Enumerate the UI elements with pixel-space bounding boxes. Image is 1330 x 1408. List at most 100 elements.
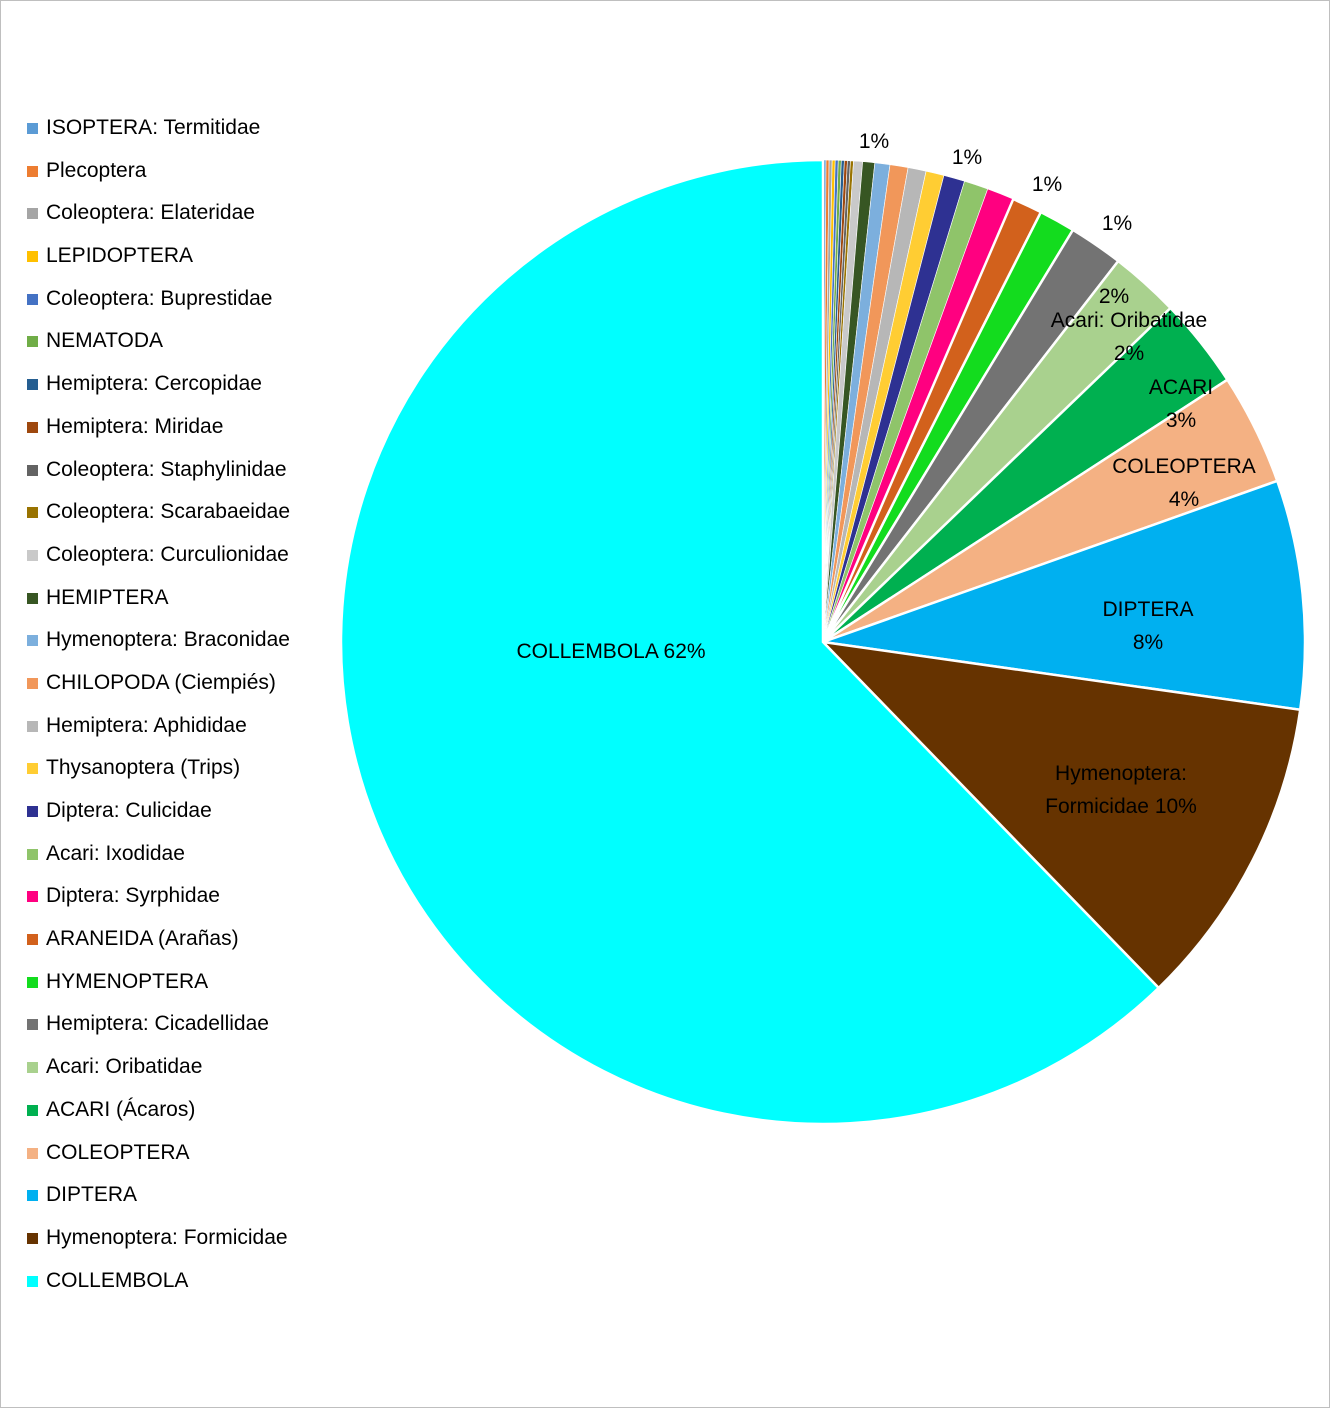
legend-item: Hemiptera: Cicadellidae bbox=[27, 1003, 327, 1046]
legend-label: Coleoptera: Staphylinidae bbox=[46, 457, 287, 481]
legend-swatch bbox=[27, 507, 38, 519]
legend-swatch bbox=[27, 293, 38, 305]
legend-label: LEPIDOPTERA bbox=[46, 244, 194, 268]
legend-item: Hymenoptera: Braconidae bbox=[27, 619, 327, 662]
legend-swatch bbox=[27, 1062, 38, 1074]
legend-label: Hemiptera: Miridae bbox=[46, 414, 224, 438]
legend-swatch bbox=[27, 976, 38, 988]
legend-swatch bbox=[27, 806, 38, 817]
legend-item: Coleoptera: Curculionidae bbox=[27, 534, 327, 577]
legend-swatch bbox=[27, 1275, 38, 1287]
legend-swatch bbox=[27, 251, 38, 263]
legend-swatch bbox=[27, 464, 38, 476]
slice-data-label: DIPTERA 8% bbox=[1102, 598, 1193, 654]
legend-swatch bbox=[27, 1190, 38, 1202]
legend-label: Diptera: Culicidae bbox=[46, 799, 212, 822]
legend-label: ISOPTERA: Termitidae bbox=[46, 116, 261, 139]
slice-data-label: Hymenoptera: Formicidae 10% bbox=[1045, 762, 1197, 818]
legend-item: Coleoptera: Scarabaeidae bbox=[27, 491, 327, 534]
legend-swatch bbox=[27, 1019, 38, 1031]
legend-swatch bbox=[27, 549, 38, 561]
legend-label: CHILOPODA (Ciempiés) bbox=[46, 670, 276, 694]
legend-swatch bbox=[27, 934, 38, 946]
legend-label: Hemiptera: Cicadellidae bbox=[46, 1012, 269, 1036]
legend-label: ARANEIDA (Arañas) bbox=[46, 927, 239, 951]
legend: ISOPTERA: Termitidae Plecoptera Coleoptera… bbox=[27, 107, 327, 1302]
legend-label: Coleoptera: Curculionidae bbox=[46, 542, 289, 566]
legend-item: Coleoptera: Staphylinidae bbox=[27, 449, 327, 492]
legend-item: HEMIPTERA bbox=[27, 577, 327, 620]
slice-data-label: 1% bbox=[1102, 212, 1132, 235]
legend-swatch bbox=[27, 763, 38, 775]
legend-label: HYMENOPTERA bbox=[46, 969, 209, 993]
legend-item: HYMENOPTERA bbox=[27, 961, 327, 1004]
legend-item: NEMATODA bbox=[27, 320, 327, 363]
legend-label: Hemiptera: Cercopidae bbox=[46, 372, 262, 396]
legend-item: DIPTERA bbox=[27, 1174, 327, 1217]
legend-label: Diptera: Syrphidae bbox=[46, 884, 220, 908]
legend-swatch bbox=[27, 720, 38, 732]
legend-label: HEMIPTERA bbox=[46, 585, 169, 609]
slice-data-label: COLLEMBOLA 62% bbox=[516, 640, 705, 663]
legend-item: CHILOPODA (Ciempiés) bbox=[27, 662, 327, 705]
legend-item: Diptera: Culicidae bbox=[27, 790, 327, 833]
legend-swatch bbox=[27, 848, 38, 860]
legend-swatch bbox=[27, 1104, 38, 1116]
legend-swatch bbox=[27, 1147, 38, 1159]
legend-item: COLEOPTERA bbox=[27, 1132, 327, 1175]
legend-item: Plecoptera bbox=[27, 150, 327, 193]
legend-label: Coleoptera: Buprestidae bbox=[46, 286, 273, 310]
legend-label: NEMATODA bbox=[46, 329, 164, 353]
slice-data-label: 1% bbox=[1032, 173, 1062, 196]
legend-item: ACARI (Ácaros) bbox=[27, 1089, 327, 1132]
legend-item: Coleoptera: Elateridae bbox=[27, 192, 327, 235]
legend-item: Hemiptera: Aphididae bbox=[27, 705, 327, 748]
legend-item: Diptera: Syrphidae bbox=[27, 875, 327, 918]
legend-label: Hymenoptera: Braconidae bbox=[46, 628, 290, 652]
pie-slice bbox=[819, 640, 1302, 990]
legend-item: Acari: Ixodidae bbox=[27, 833, 327, 876]
legend-item: LEPIDOPTERA bbox=[27, 235, 327, 278]
legend-label: COLEOPTERA bbox=[46, 1140, 190, 1164]
legend-item: Hemiptera: Cercopidae bbox=[27, 363, 327, 406]
pie-slice bbox=[822, 479, 1307, 712]
legend-label: DIPTERA bbox=[46, 1183, 138, 1207]
legend-swatch bbox=[27, 123, 38, 134]
legend-swatch bbox=[27, 208, 38, 220]
pie-slice bbox=[339, 158, 1161, 1126]
slice-data-label: COLEOPTERA 4% bbox=[1112, 455, 1256, 511]
slice-data-label: Acari: Oribatidae 2% bbox=[1051, 309, 1207, 365]
legend-label: Plecoptera bbox=[46, 158, 147, 182]
legend-item: Hymenoptera: Formicidae bbox=[27, 1217, 327, 1260]
legend-label: Thysanoptera (Trips) bbox=[46, 756, 241, 780]
legend-item: ARANEIDA (Arañas) bbox=[27, 918, 327, 961]
legend-swatch bbox=[27, 677, 38, 689]
legend-swatch bbox=[27, 421, 38, 433]
slice-data-label: 1% bbox=[952, 146, 982, 169]
legend-item: Thysanoptera (Trips) bbox=[27, 747, 327, 790]
legend-label: Coleoptera: Scarabaeidae bbox=[46, 500, 291, 524]
legend-label: ACARI (Ácaros) bbox=[46, 1097, 196, 1121]
legend-label: Acari: Oribatidae bbox=[46, 1055, 203, 1079]
legend-swatch bbox=[27, 891, 38, 903]
legend-label: Acari: Ixodidae bbox=[46, 841, 185, 865]
legend-label: COLLEMBOLA bbox=[46, 1268, 189, 1292]
legend-item: Acari: Oribatidae bbox=[27, 1046, 327, 1089]
legend-swatch bbox=[27, 592, 38, 604]
slice-data-label: ACARI 3% bbox=[1149, 376, 1213, 432]
legend-swatch bbox=[27, 1232, 38, 1244]
legend-swatch bbox=[27, 379, 38, 391]
legend-swatch bbox=[27, 165, 38, 177]
legend-item: ISOPTERA: Termitidae bbox=[27, 107, 327, 150]
legend-item: Coleoptera: Buprestidae bbox=[27, 278, 327, 321]
legend-label: Coleoptera: Elateridae bbox=[46, 201, 255, 225]
legend-label: Hemiptera: Aphididae bbox=[46, 713, 247, 737]
legend-swatch bbox=[27, 336, 38, 348]
slice-data-label: 2% bbox=[1099, 285, 1129, 308]
legend-label: Hymenoptera: Formicidae bbox=[46, 1225, 288, 1249]
slice-data-label: 1% bbox=[859, 130, 889, 153]
legend-swatch bbox=[27, 635, 38, 647]
legend-item: Hemiptera: Miridae bbox=[27, 406, 327, 449]
